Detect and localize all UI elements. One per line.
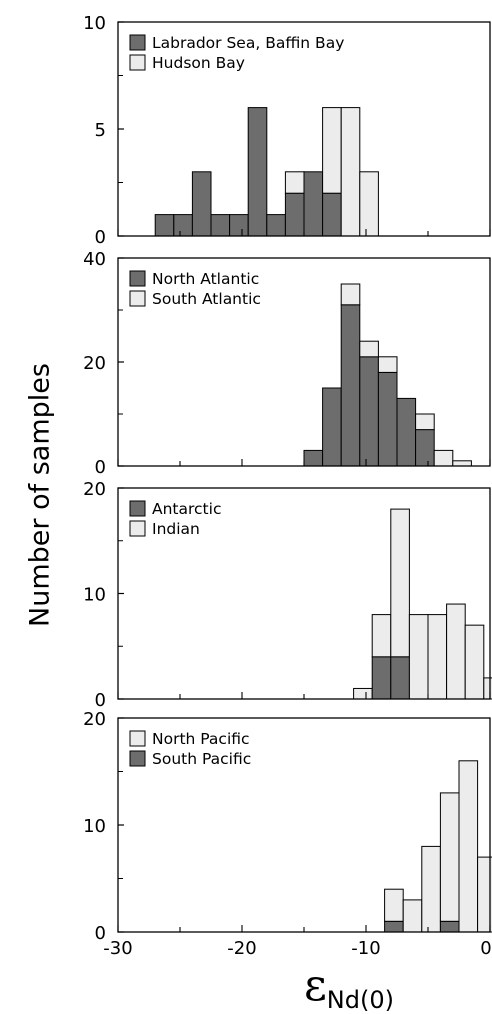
bar-segment-light (408, 614, 429, 700)
legend-swatch (129, 500, 146, 517)
bar-segment-light (340, 107, 361, 237)
bar-segment-light (340, 283, 361, 306)
legend-label: Antarctic (152, 500, 221, 518)
y-tick-label: 10 (83, 585, 106, 606)
x-axis-label-symbol: ε (304, 960, 327, 1011)
bar-segment-light (402, 899, 423, 933)
y-tick-label: 0 (95, 690, 106, 711)
x-tick-label: -10 (351, 938, 380, 959)
y-tick-label: 10 (83, 816, 106, 837)
bar-segment-light (322, 107, 342, 194)
x-axis-label: εNd(0) (304, 960, 394, 1014)
y-tick-label: 40 (83, 249, 106, 270)
bar-segment-dark (384, 920, 404, 933)
bar-segment-light (415, 413, 435, 431)
bar-segment-dark (247, 107, 268, 237)
legend-label: North Atlantic (152, 270, 259, 288)
bar-segment-dark (154, 214, 175, 237)
legend-label: Hudson Bay (152, 54, 245, 72)
legend-label: Indian (152, 520, 200, 538)
legend-swatch (129, 520, 146, 537)
legend-swatch (129, 730, 146, 747)
y-tick-label: 0 (95, 923, 106, 944)
legend-swatch (129, 34, 146, 51)
bar-segment-light (446, 603, 466, 700)
bar-segment-dark (303, 171, 324, 237)
bar-segment-dark (303, 449, 324, 467)
bar-segment-light (390, 508, 410, 658)
bar-segment-dark (377, 371, 398, 467)
legend-label: Labrador Sea, Baffin Bay (152, 34, 344, 52)
bar-segment-dark (322, 387, 342, 467)
x-tick-label: -30 (103, 938, 132, 959)
y-tick-label: 0 (95, 227, 106, 248)
y-tick-label: 20 (83, 709, 106, 730)
bar-segment-light (359, 171, 379, 237)
bar-segment-light (439, 792, 460, 922)
bar-segment-light (384, 888, 404, 922)
bar-segment-dark (284, 192, 305, 237)
bar-segment-dark (173, 214, 193, 237)
bar-segment-light (421, 845, 441, 933)
bar-segment-dark (359, 356, 379, 467)
bar-segment-dark (439, 920, 460, 933)
bar-segment-dark (396, 397, 417, 467)
bar-segment-light (433, 449, 454, 467)
legend-swatch (129, 270, 146, 287)
bar-segment-light (464, 624, 485, 700)
bar-segment-light (427, 614, 448, 700)
legend-swatch (129, 750, 146, 767)
x-tick-label: 0 (480, 938, 491, 959)
bar-segment-light (284, 171, 305, 194)
y-tick-label: 20 (83, 353, 106, 374)
bar-segment-light (353, 687, 373, 700)
bar-segment-light (483, 677, 492, 700)
bar-segment-dark (322, 192, 342, 237)
y-tick-label: 0 (95, 457, 106, 478)
legend-label: South Pacific (152, 750, 251, 768)
bar-segment-dark (266, 214, 286, 237)
bar-segment-light (359, 340, 379, 358)
legend-swatch (129, 54, 146, 71)
y-tick-label: 10 (83, 13, 106, 34)
bar-segment-dark (390, 656, 410, 700)
y-axis-label: Number of samples (24, 363, 56, 627)
bar-segment-dark (229, 214, 249, 237)
x-tick-label: -20 (227, 938, 256, 959)
bar-segment-light (452, 460, 472, 467)
legend-label: South Atlantic (152, 290, 261, 308)
bar-segment-dark (191, 171, 212, 237)
bar-segment-light (377, 356, 398, 373)
bar-segment-light (371, 614, 392, 658)
legend-label: North Pacific (152, 730, 250, 748)
y-tick-label: 5 (95, 120, 106, 141)
y-tick-label: 20 (83, 479, 106, 500)
x-axis-label-subscript: Nd(0) (326, 986, 394, 1014)
bar-segment-dark (210, 214, 231, 237)
bar-segment-dark (371, 656, 392, 700)
bar-segment-dark (340, 304, 361, 467)
legend-swatch (129, 290, 146, 307)
bar-segment-dark (415, 429, 435, 467)
bar-segment-light (458, 760, 479, 933)
